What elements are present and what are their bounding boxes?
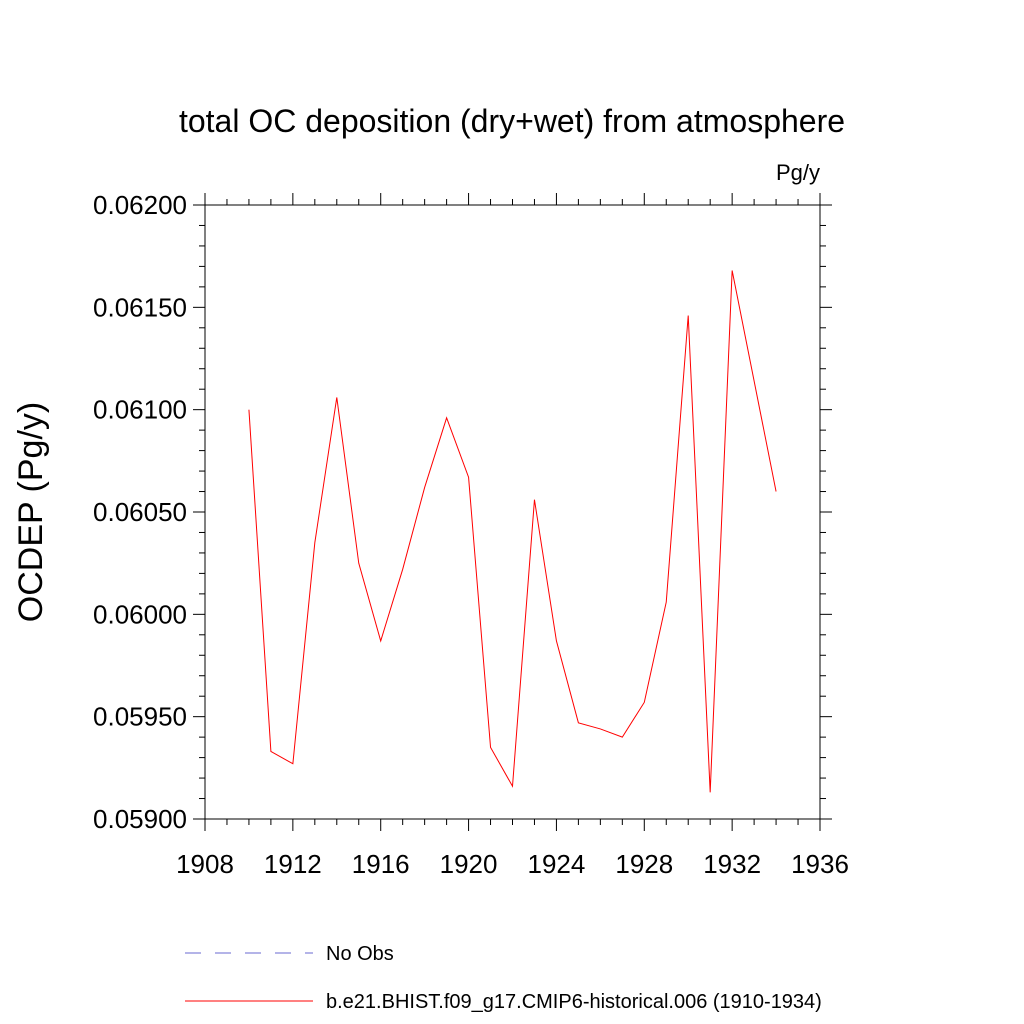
x-tick-label: 1920 <box>440 849 498 879</box>
x-tick-label: 1928 <box>615 849 673 879</box>
chart-title: total OC deposition (dry+wet) from atmos… <box>179 103 845 139</box>
y-tick-label: 0.05900 <box>93 804 187 834</box>
series-group <box>248 270 777 793</box>
legend-label-no-obs: No Obs <box>326 943 394 965</box>
x-tick-label: 1912 <box>264 849 322 879</box>
plot-frame <box>204 204 821 820</box>
x-tick-label: 1916 <box>352 849 410 879</box>
y-axis-label: OCDEP (Pg/y) <box>12 402 50 622</box>
series-line-historical <box>248 270 777 793</box>
y-tick-label: 0.06150 <box>93 292 187 322</box>
x-tick-label: 1932 <box>703 849 761 879</box>
units-label: Pg/y <box>776 160 820 185</box>
x-tick-label: 1924 <box>528 849 586 879</box>
x-tick-label: 1908 <box>176 849 234 879</box>
axis-ticks: 1908 1912 1916 1920 1924 1928 1932 1936 0.05900 0… <box>93 190 849 879</box>
y-tick-label: 0.06000 <box>93 599 187 629</box>
y-tick-label: 0.06100 <box>93 395 187 425</box>
y-tick-label: 0.05950 <box>93 702 187 732</box>
legend: No Obs b.e21.BHIST.f09_g17.CMIP6-histori… <box>185 943 822 1013</box>
legend-label-historical: b.e21.BHIST.f09_g17.CMIP6-historical.006… <box>326 991 822 1013</box>
y-tick-label: 0.06200 <box>93 190 187 220</box>
x-tick-label: 1936 <box>791 849 849 879</box>
y-tick-label: 0.06050 <box>93 497 187 527</box>
